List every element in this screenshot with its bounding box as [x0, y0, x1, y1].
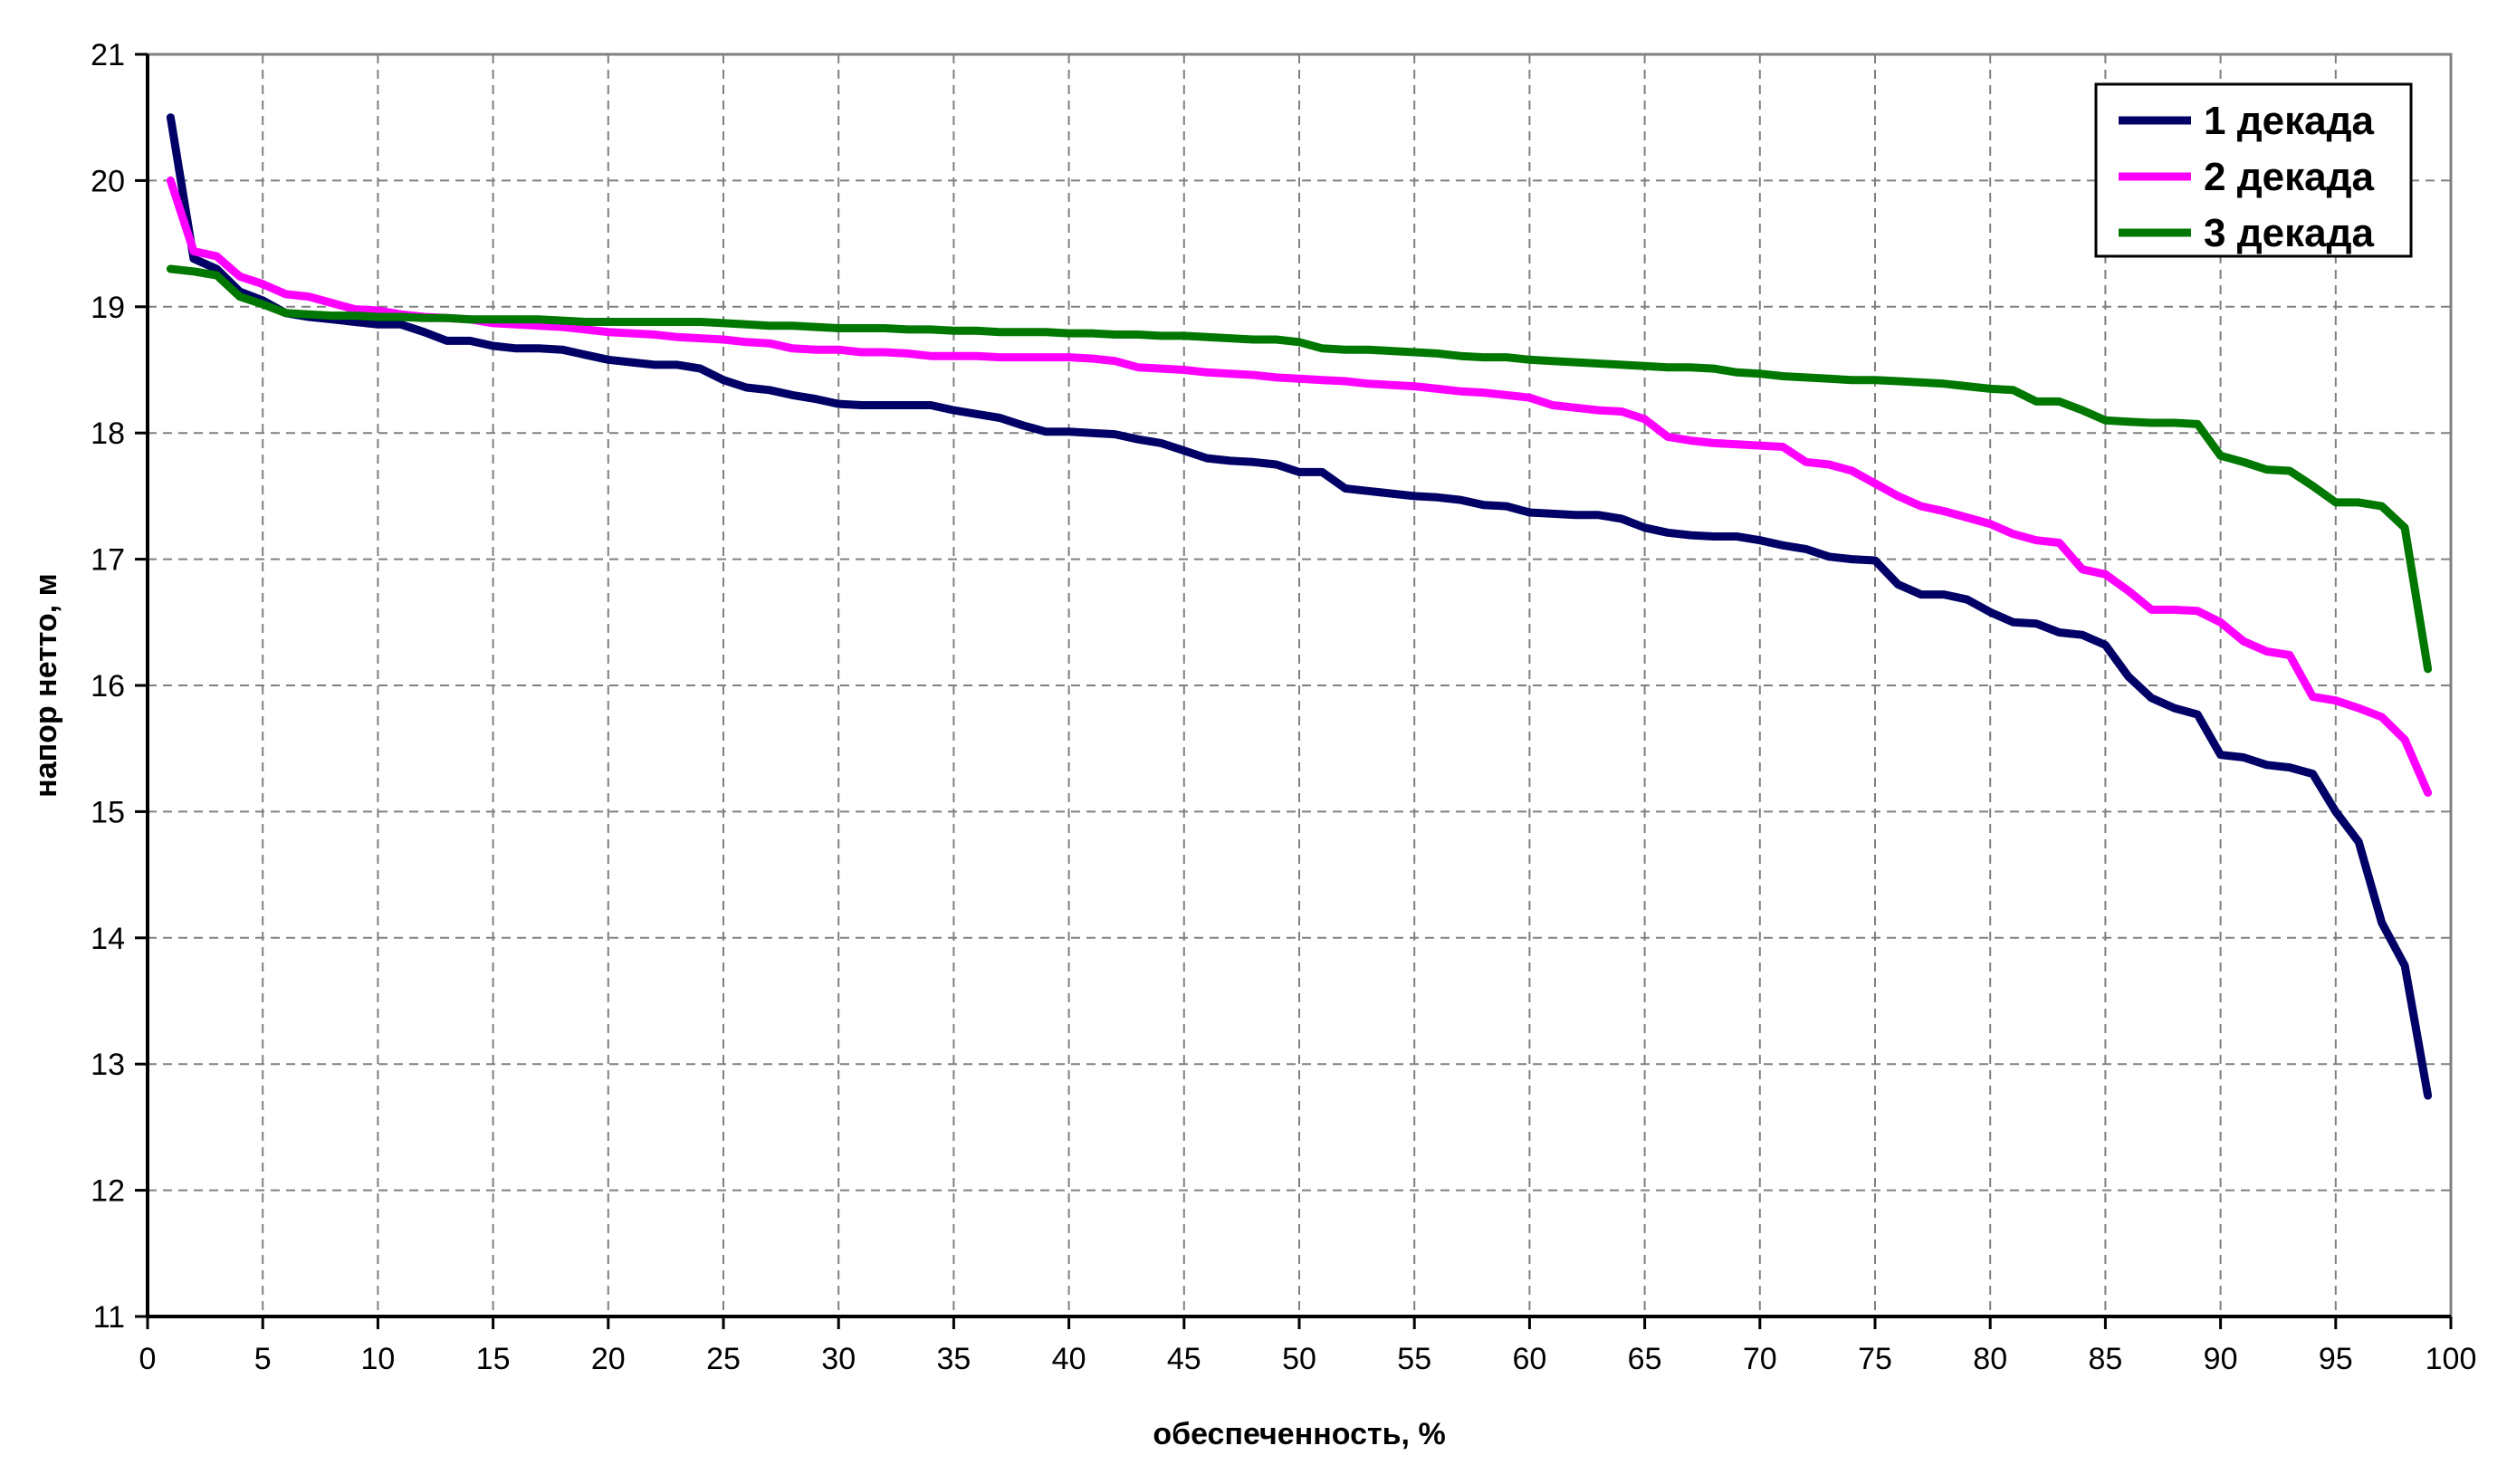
- grid-lines: [148, 54, 2451, 1316]
- x-tick-label: 30: [821, 1342, 856, 1376]
- x-tick-label: 55: [1397, 1342, 1431, 1376]
- legend: 1 декада 2 декада 3 декада: [2094, 82, 2413, 258]
- x-tick-label: 0: [139, 1342, 157, 1376]
- x-tick-label: 85: [2088, 1342, 2122, 1376]
- y-axis-title: напор нетто, м: [29, 573, 63, 798]
- y-tick-label: 11: [93, 1300, 125, 1335]
- x-tick-label: 40: [1052, 1342, 1086, 1376]
- legend-label-3: 3 декада: [2204, 211, 2375, 255]
- y-tick-label: 21: [91, 38, 125, 72]
- x-tick-label: 45: [1167, 1342, 1201, 1376]
- x-tick-label: 20: [591, 1342, 626, 1376]
- x-tick-label: 10: [360, 1342, 395, 1376]
- x-tick-label: 25: [706, 1342, 741, 1376]
- x-tick-label: 15: [476, 1342, 511, 1376]
- y-tick-label: 19: [91, 291, 125, 325]
- series-line-1: [166, 113, 2433, 1100]
- x-tick-label: 5: [254, 1342, 272, 1376]
- y-tick-label: 13: [91, 1048, 125, 1082]
- x-tick-label: 35: [936, 1342, 971, 1376]
- y-tick-label: 14: [91, 922, 125, 956]
- series-lines: [166, 113, 2433, 1100]
- series-line-2: [166, 176, 2433, 797]
- y-tick-label: 17: [91, 543, 125, 578]
- x-tick-label: 60: [1512, 1342, 1546, 1376]
- y-tick-label: 20: [91, 164, 125, 198]
- x-tick-label: 65: [1628, 1342, 1662, 1376]
- y-tick-label: 15: [91, 795, 125, 829]
- axis-ticks: 0 5 10 15 20 25 30 35 40 45 50 55 60 65 70 75 80 85 90 95 10…: [91, 38, 2476, 1376]
- x-tick-label: 95: [2319, 1342, 2353, 1376]
- legend-label-1: 1 декада: [2204, 99, 2375, 143]
- x-axis-title: обеспеченность, %: [1153, 1417, 1445, 1451]
- y-tick-label: 16: [91, 669, 125, 704]
- x-tick-label: 70: [1743, 1342, 1777, 1376]
- y-tick-label: 12: [91, 1174, 125, 1209]
- x-tick-label: 90: [2204, 1342, 2238, 1376]
- x-tick-label: 80: [1973, 1342, 2007, 1376]
- legend-box: [2094, 82, 2413, 258]
- x-tick-label: 75: [1858, 1342, 1892, 1376]
- y-tick-label: 18: [91, 416, 125, 451]
- x-tick-label: 100: [2426, 1342, 2477, 1376]
- legend-label-2: 2 декада: [2204, 155, 2375, 199]
- x-tick-label: 50: [1282, 1342, 1316, 1376]
- series-line-3: [166, 264, 2433, 674]
